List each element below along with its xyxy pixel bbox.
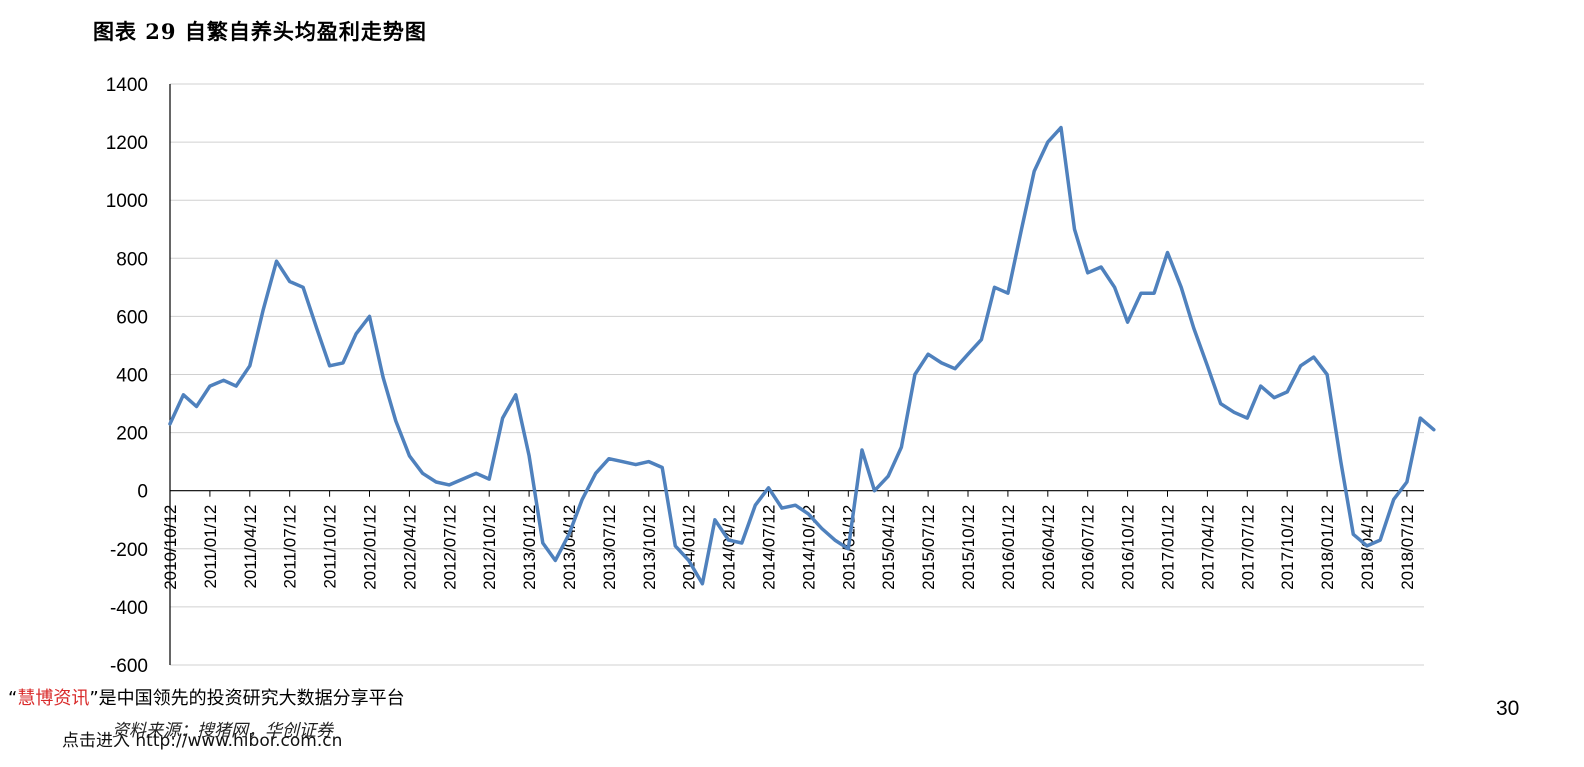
y-tick-label: 1200 — [106, 133, 148, 154]
axes — [169, 84, 1424, 665]
x-tick-label: 2010/10/12 — [161, 505, 180, 590]
x-tick-label: 2017/04/12 — [1198, 505, 1217, 590]
x-tick-label: 2013/07/12 — [600, 505, 619, 590]
x-tick-label: 2012/04/12 — [400, 505, 419, 590]
y-tick-label: 1400 — [106, 75, 148, 96]
chart-title: 图表 29 自繁自养头均盈利走势图 — [93, 19, 427, 44]
x-tick-label: 2012/01/12 — [361, 505, 380, 590]
x-tick-label: 2016/04/12 — [1039, 505, 1058, 590]
x-tick-label: 2014/10/12 — [799, 505, 818, 590]
promo-brand-link[interactable]: 慧博资讯 — [17, 688, 90, 709]
y-tick-label: 200 — [116, 424, 148, 445]
x-tick-label: 2011/07/12 — [281, 505, 300, 589]
x-tick-label: 2017/01/12 — [1159, 505, 1178, 590]
x-tick-label: 2018/07/12 — [1398, 505, 1417, 590]
x-tick-label: 2016/01/12 — [999, 505, 1018, 590]
x-tick-label: 2015/10/12 — [959, 505, 978, 590]
x-tick-label: 2017/07/12 — [1238, 505, 1257, 590]
promo-rest: ”是中国领先的投资研究大数据分享平台 — [89, 688, 405, 709]
y-tick-label: 0 — [137, 482, 148, 503]
x-tick-labels: 2010/10/12 2011/01/12 2011/04/12 2011/07/12… — [161, 505, 1417, 590]
x-tick-label: 2012/10/12 — [480, 505, 499, 590]
x-tick-label: 2013/01/12 — [520, 505, 539, 590]
hibor-link[interactable]: 点击进入 http://www.hibor.com.cn — [62, 731, 343, 751]
x-tick-label: 2018/01/12 — [1318, 505, 1337, 590]
x-tick-label: 2014/01/12 — [680, 505, 699, 590]
promo-quote-open: “ — [8, 688, 18, 709]
x-tick-label: 2011/10/12 — [321, 505, 340, 589]
y-tick-label: -600 — [110, 656, 148, 677]
x-tick-label: 2013/04/12 — [560, 505, 579, 590]
y-tick-label: 1000 — [106, 191, 148, 212]
x-tick-label: 2017/10/12 — [1278, 505, 1297, 590]
y-tick-labels: 1400 1200 1000 800 600 400 200 0 -200 -400 -600 — [106, 75, 148, 677]
promo-text: “慧博资讯”是中国领先的投资研究大数据分享平台 — [8, 684, 405, 710]
y-tick-label: -200 — [110, 540, 148, 561]
series-line — [168, 125, 1436, 586]
y-tick-label: 400 — [116, 366, 148, 387]
x-tick-label: 2016/07/12 — [1079, 505, 1098, 590]
x-tick-label: 2013/10/12 — [640, 505, 659, 590]
y-tick-label: 600 — [116, 307, 148, 328]
x-tick-label: 2015/07/12 — [919, 505, 938, 590]
y-tick-label: -400 — [110, 598, 148, 619]
x-tick-label: 2015/04/12 — [879, 505, 898, 590]
source-note: 资料来源：搜猪网，华创证券 — [112, 721, 333, 741]
x-tick-label: 2011/04/12 — [241, 505, 260, 589]
x-tick-label: 2014/07/12 — [760, 505, 779, 590]
page-number: 30 — [1496, 697, 1520, 720]
x-tick-label: 2016/10/12 — [1119, 505, 1138, 590]
gridlines — [170, 83, 1424, 666]
x-tick-label: 2011/01/12 — [201, 505, 220, 589]
x-tick-label: 2014/04/12 — [720, 505, 739, 590]
y-tick-label: 800 — [116, 249, 148, 270]
x-tick-label: 2012/07/12 — [440, 505, 459, 590]
